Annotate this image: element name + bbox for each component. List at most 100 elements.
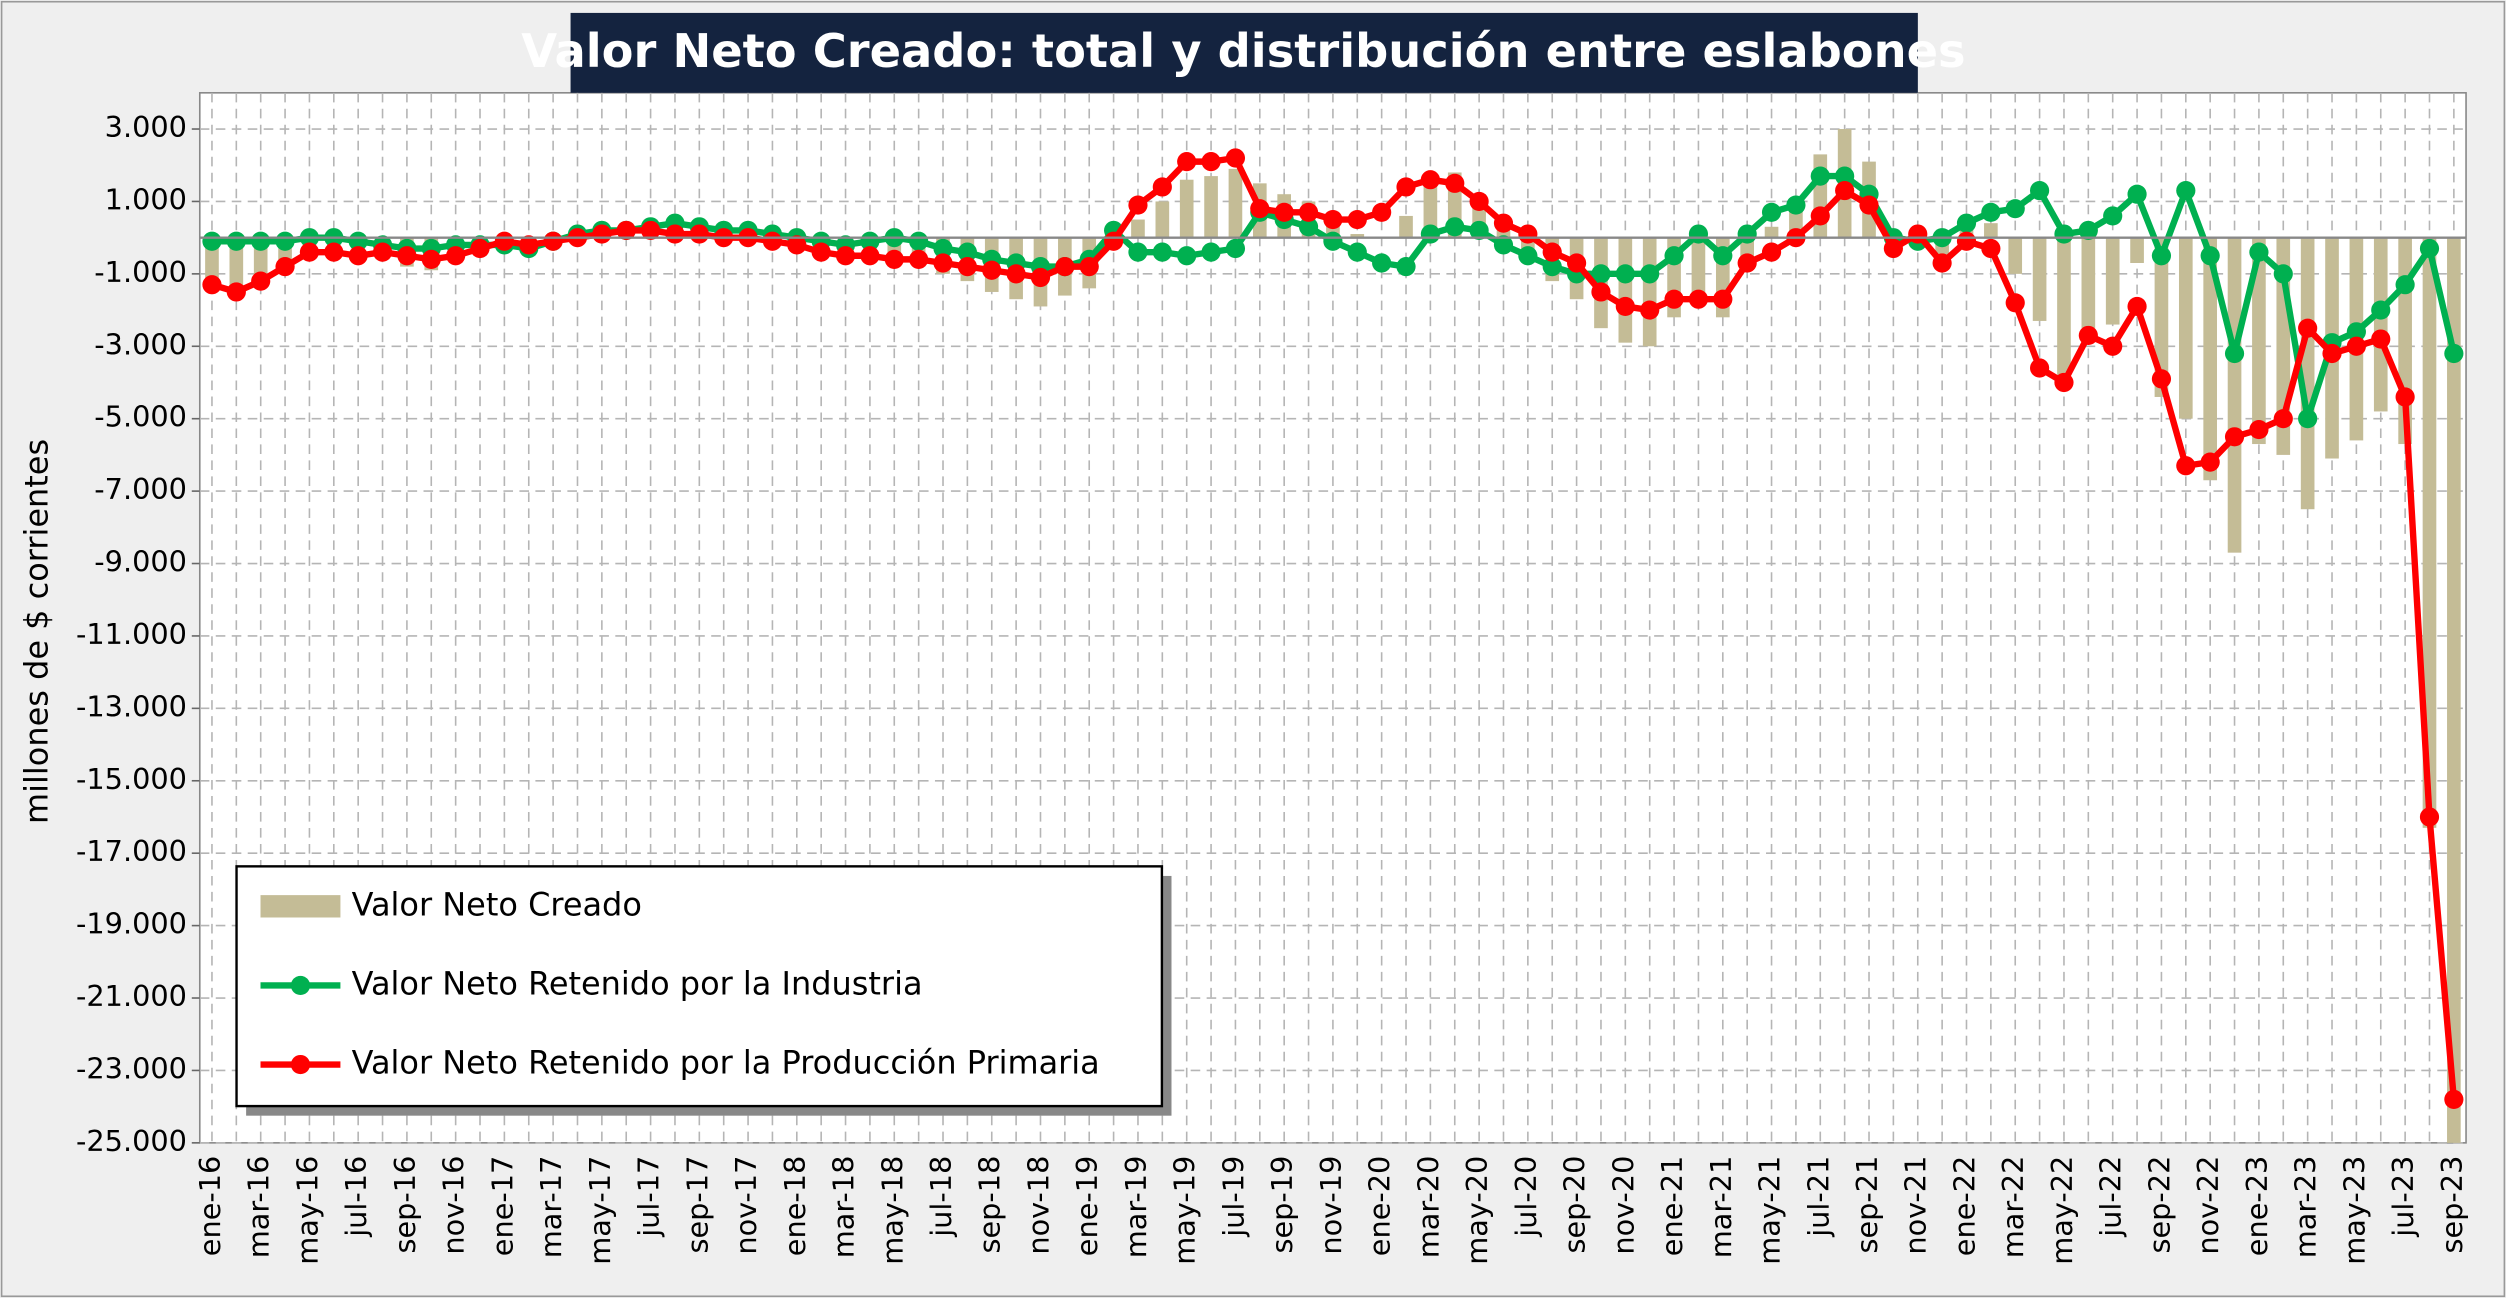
marker bbox=[2005, 293, 2025, 313]
x-tick-label: may-21 bbox=[1753, 1156, 1787, 1265]
x-tick-label: jul-22 bbox=[2094, 1156, 2128, 1238]
x-tick-label: may-17 bbox=[583, 1156, 617, 1265]
marker bbox=[835, 246, 856, 266]
marker bbox=[1640, 300, 1660, 320]
marker bbox=[762, 231, 783, 251]
marker bbox=[1591, 264, 1611, 284]
y-tick-label: -17.000 bbox=[76, 834, 187, 868]
marker bbox=[1761, 242, 1782, 262]
x-tick-label: ene-20 bbox=[1363, 1156, 1397, 1257]
x-tick-label: mar-22 bbox=[1996, 1156, 2030, 1259]
y-tick-label: -1.000 bbox=[94, 255, 187, 289]
marker bbox=[641, 220, 661, 241]
marker bbox=[1810, 206, 1830, 226]
chart-title: Valor Neto Creado: total y distribución … bbox=[521, 24, 1965, 78]
y-axis-label: millones de $ corrientes bbox=[17, 439, 55, 824]
x-tick-label: jul-16 bbox=[339, 1156, 373, 1238]
x-tick-label: nov-21 bbox=[1899, 1156, 1933, 1255]
marker bbox=[251, 271, 271, 291]
marker bbox=[2273, 264, 2293, 284]
marker bbox=[1152, 242, 1172, 262]
bar bbox=[2057, 237, 2071, 379]
x-tick-label: mar-21 bbox=[1704, 1156, 1738, 1259]
marker bbox=[1006, 264, 1026, 284]
marker bbox=[1201, 242, 1221, 262]
x-tick-label: ene-21 bbox=[1655, 1156, 1689, 1257]
marker bbox=[1688, 224, 1709, 244]
bar bbox=[1228, 168, 1243, 238]
x-tick-label: sep-20 bbox=[1558, 1156, 1592, 1254]
y-tick-label: 3.000 bbox=[105, 110, 187, 144]
marker bbox=[2176, 456, 2196, 476]
x-tick-label: sep-16 bbox=[388, 1156, 422, 1254]
y-tick-label: -21.000 bbox=[76, 979, 187, 1013]
bar bbox=[2203, 237, 2217, 481]
marker bbox=[1469, 220, 1489, 241]
bar bbox=[1740, 237, 1754, 260]
marker bbox=[1372, 202, 1392, 222]
bar bbox=[1423, 176, 1438, 238]
x-tick-label: mar-17 bbox=[534, 1156, 568, 1259]
bar bbox=[1350, 234, 1365, 238]
legend-swatch bbox=[260, 895, 341, 918]
marker bbox=[2200, 246, 2220, 266]
y-tick-label: 1.000 bbox=[105, 182, 187, 216]
marker bbox=[1128, 195, 1148, 215]
x-tick-label: jul-20 bbox=[1509, 1156, 1543, 1238]
marker bbox=[787, 235, 807, 255]
marker bbox=[1518, 224, 1538, 244]
marker bbox=[2395, 275, 2415, 295]
marker bbox=[2371, 329, 2391, 349]
marker bbox=[1396, 177, 1416, 197]
marker bbox=[1250, 199, 1270, 219]
bar bbox=[1764, 226, 1779, 238]
marker bbox=[226, 282, 246, 302]
bar bbox=[2081, 237, 2096, 329]
marker bbox=[860, 246, 880, 266]
y-tick-label: -13.000 bbox=[76, 689, 187, 723]
marker bbox=[982, 260, 1002, 280]
x-tick-label: may-19 bbox=[1168, 1156, 1202, 1265]
x-tick-label: jul-17 bbox=[632, 1156, 666, 1238]
bar bbox=[2373, 237, 2388, 412]
marker bbox=[1445, 217, 1465, 237]
marker bbox=[1567, 253, 1587, 273]
x-tick-label: ene-17 bbox=[485, 1156, 519, 1257]
marker bbox=[665, 224, 685, 244]
x-tick-label: jul-23 bbox=[2386, 1156, 2420, 1238]
x-tick-label: mar-18 bbox=[827, 1156, 861, 1259]
bar bbox=[205, 237, 219, 289]
marker bbox=[2249, 242, 2269, 262]
y-tick-label: -25.000 bbox=[76, 1124, 187, 1158]
marker bbox=[2103, 206, 2123, 226]
legend-label: Valor Neto Retenido por la Industria bbox=[352, 964, 923, 1002]
bar bbox=[2422, 237, 2437, 828]
marker bbox=[884, 249, 904, 269]
marker bbox=[2030, 180, 2050, 201]
x-tick-label: jul-19 bbox=[1216, 1156, 1250, 1238]
marker bbox=[933, 238, 953, 259]
marker bbox=[811, 242, 831, 262]
y-tick-label: -5.000 bbox=[94, 400, 187, 434]
legend-marker bbox=[290, 975, 311, 996]
marker bbox=[2419, 807, 2440, 827]
marker bbox=[1591, 282, 1611, 302]
marker bbox=[372, 242, 393, 262]
x-tick-label: nov-17 bbox=[729, 1156, 763, 1255]
marker bbox=[494, 231, 514, 251]
marker bbox=[421, 249, 441, 269]
x-tick-label: ene-19 bbox=[1070, 1156, 1104, 1257]
x-tick-label: sep-19 bbox=[1265, 1156, 1299, 1254]
marker bbox=[1493, 235, 1514, 255]
marker bbox=[1445, 173, 1465, 193]
marker bbox=[1713, 246, 1733, 266]
bar bbox=[1691, 237, 1706, 296]
marker bbox=[909, 249, 929, 269]
marker bbox=[2054, 372, 2074, 393]
x-tick-label: nov-16 bbox=[437, 1156, 471, 1255]
marker bbox=[1859, 195, 1879, 215]
marker bbox=[2273, 409, 2293, 429]
y-tick-label: -15.000 bbox=[76, 762, 187, 796]
marker bbox=[202, 231, 222, 251]
